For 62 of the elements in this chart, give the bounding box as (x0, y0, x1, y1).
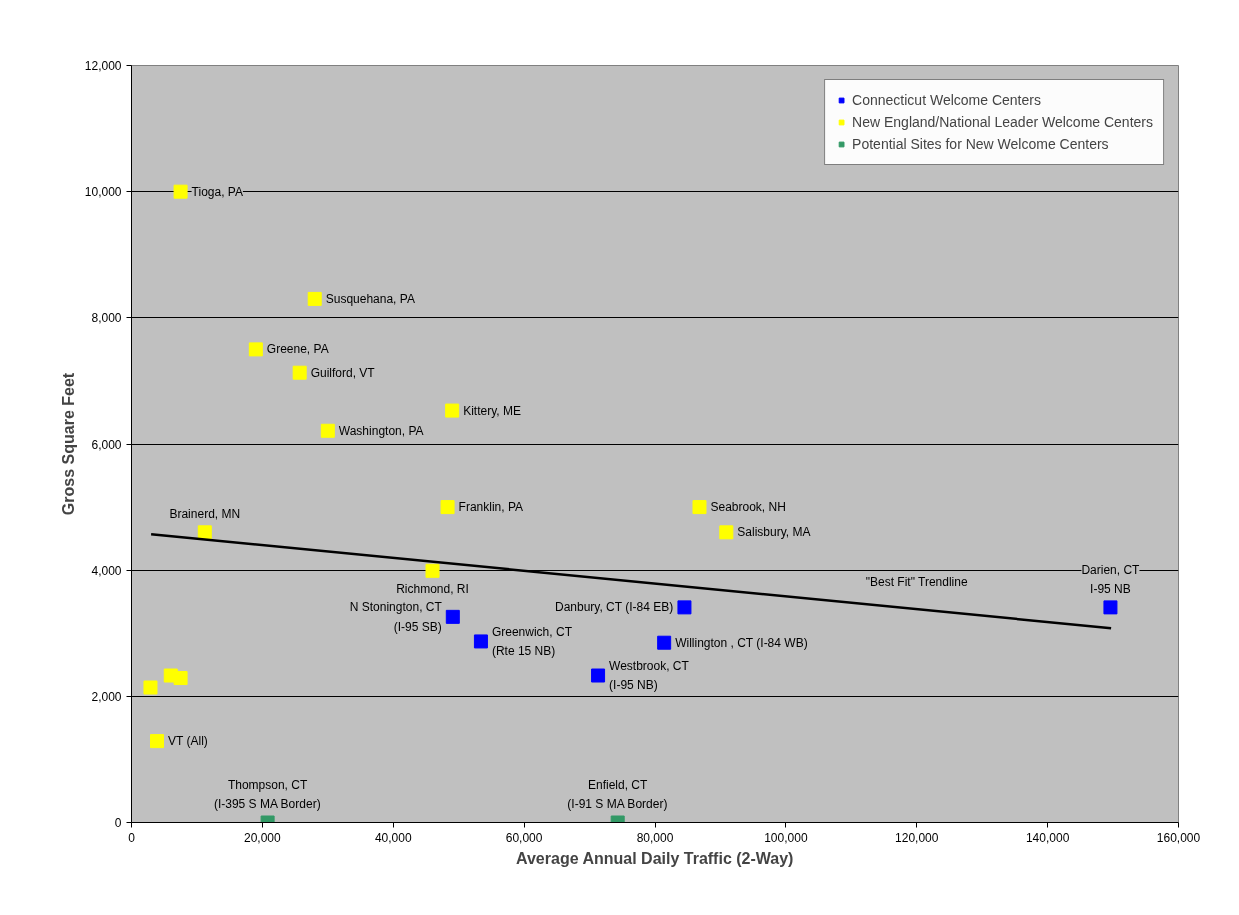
point (150, 734, 165, 749)
x-tick-label: 160,000 (1156, 830, 1201, 845)
point (307, 291, 322, 306)
annotation: N Stonington, CT (I-95 SB) (349, 600, 443, 634)
annotation: Thompson, CT (I-395 S MA Border) (213, 777, 321, 812)
point (1103, 600, 1118, 615)
x-axis-title: Average Annual Daily Traffic (2-Way) (516, 849, 794, 867)
annotation: Greene, PA (266, 342, 329, 357)
legend-label: Potential Sites for New Welcome Centers (852, 136, 1109, 152)
point (445, 403, 460, 418)
point (692, 500, 707, 515)
x-tick-label: 140,000 (1025, 830, 1070, 845)
annotation: Danbury, CT (I-84 EB) (554, 600, 674, 615)
legend-label: Connecticut Welcome Centers (852, 92, 1041, 108)
annotation: Franklin, PA (458, 500, 524, 515)
point (292, 365, 307, 380)
y-tick-label: 2,000 (91, 689, 122, 704)
annotation: Kittery, ME (463, 403, 521, 418)
point (657, 635, 672, 650)
annotation: Darien, CT I-95 NB (1081, 562, 1141, 597)
y-tick-label: 0 (114, 816, 122, 830)
annotation: Seabrook, NH (710, 500, 786, 515)
legend-label: New England/National Leader Welcome Centers (852, 114, 1153, 130)
annotation: Washington, PA (338, 423, 424, 438)
annotation: Enfield, CT (I-91 S MA Border) (567, 777, 668, 812)
x-tick-label: 60,000 (505, 830, 543, 845)
annotation: Guilford, VT (310, 365, 376, 380)
point (173, 671, 188, 686)
annotation: Tioga, PA (191, 184, 243, 199)
point (445, 609, 460, 624)
y-axis-title: Gross Square Feet (59, 372, 77, 516)
y-tick-label: 8,000 (91, 311, 122, 326)
point (677, 600, 692, 615)
x-tick-label: 0 (128, 830, 136, 845)
annotation: Willington , CT (I-84 WB) (675, 635, 808, 650)
y-tick-label: 4,000 (91, 563, 122, 578)
point (719, 525, 734, 540)
point (248, 342, 263, 357)
annotation: "Best Fit" Trendline (865, 575, 968, 590)
y-tick-label: 12,000 (84, 59, 122, 73)
y-tick-label: 6,000 (91, 437, 122, 452)
point (320, 423, 335, 438)
x-tick-label: 20,000 (244, 830, 282, 845)
x-tick-label: 120,000 (895, 830, 939, 845)
annotation: Westbrook, CT (I-95 NB) (609, 658, 690, 693)
y-tick-label: 10,000 (84, 185, 122, 200)
annotation: Salisbury, MA (737, 525, 811, 540)
annotation: Greenwich, CT (Rte 15 NB) (491, 624, 573, 659)
x-tick-label: 100,000 (764, 830, 808, 845)
point (197, 525, 212, 540)
annotation: Susquehana, PA (325, 291, 415, 306)
point (473, 634, 488, 649)
annotation: VT (All) (168, 734, 208, 749)
point (425, 563, 440, 578)
point (440, 500, 455, 515)
annotation: Richmond, RI (396, 581, 469, 596)
point (143, 680, 158, 695)
point (591, 668, 606, 683)
x-tick-label: 80,000 (636, 830, 674, 845)
x-tick-label: 40,000 (374, 830, 412, 845)
point (173, 184, 188, 199)
annotation: Brainerd, MN (169, 507, 241, 522)
